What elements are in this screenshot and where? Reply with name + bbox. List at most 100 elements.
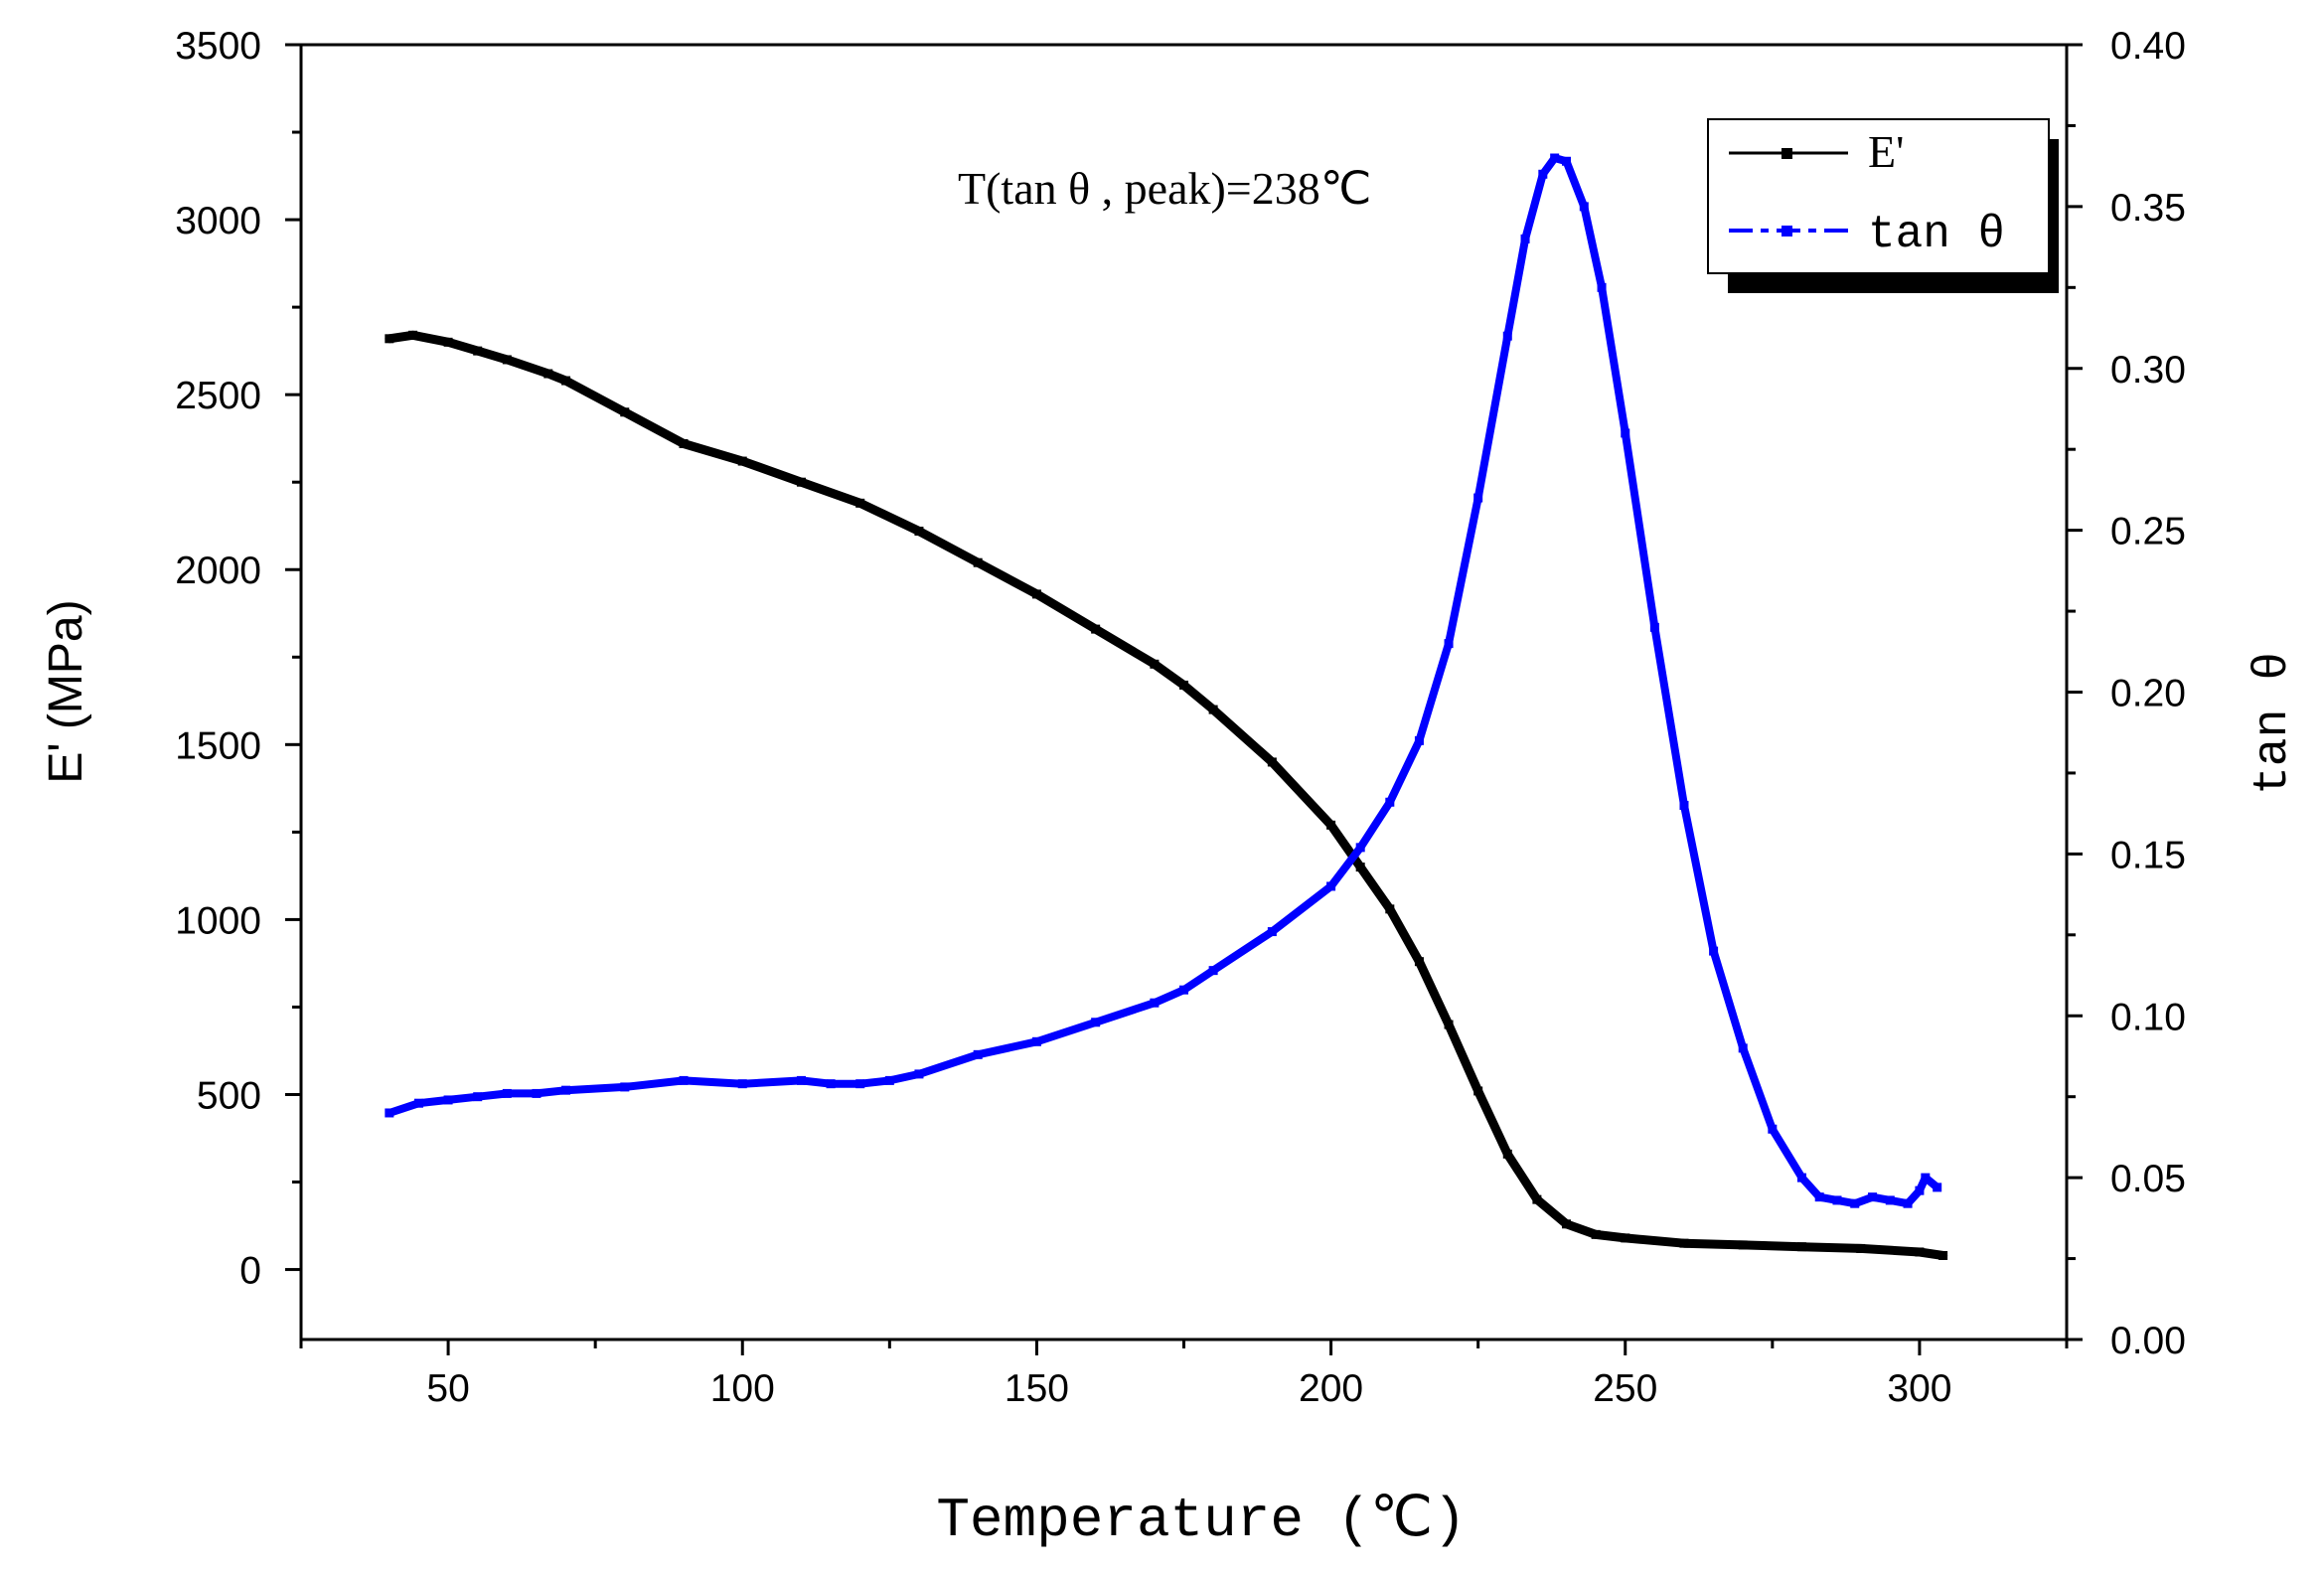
data-point-e-prime [1591, 1229, 1601, 1239]
data-point-tan-theta [1267, 927, 1277, 937]
data-point-tan-theta [679, 1075, 689, 1085]
data-point-tan-theta [473, 1092, 483, 1102]
data-point-tan-theta [884, 1075, 894, 1085]
data-point-tan-theta [1031, 1036, 1041, 1046]
data-point-tan-theta [1868, 1192, 1878, 1202]
data-point-tan-theta [737, 1079, 747, 1089]
data-point-tan-theta [1150, 998, 1160, 1008]
data-point-tan-theta [1621, 428, 1630, 438]
y2-tick-label: 0.35 [2110, 187, 2186, 230]
peak-annotation: T(tan θ , peak)=238℃ [958, 163, 1371, 214]
data-point-tan-theta [1326, 881, 1336, 891]
data-point-tan-theta [855, 1079, 865, 1089]
data-point-e-prime [385, 334, 394, 344]
data-point-tan-theta [1933, 1182, 1942, 1192]
data-point-tan-theta [620, 1082, 630, 1092]
data-point-e-prime [855, 498, 865, 508]
y-tick-label: 1000 [175, 899, 261, 942]
data-point-tan-theta [1709, 946, 1719, 956]
data-point-tan-theta [1444, 639, 1454, 649]
data-point-e-prime [1208, 705, 1218, 714]
y-tick-label: 3000 [175, 200, 261, 242]
data-point-e-prime [679, 438, 689, 448]
x-tick-label: 50 [426, 1367, 469, 1410]
data-point-tan-theta [1414, 735, 1424, 745]
y2-axis-title: tan θ [2247, 652, 2300, 795]
data-point-tan-theta [1520, 234, 1530, 243]
legend-marker-e-prime [1782, 148, 1792, 159]
data-point-tan-theta [1502, 331, 1512, 341]
data-point-e-prime [1414, 957, 1424, 967]
legend-label-e-prime: E' [1868, 126, 1904, 177]
data-point-e-prime [1679, 1238, 1689, 1248]
data-point-e-prime [914, 527, 924, 537]
data-point-tan-theta [1473, 493, 1483, 503]
data-point-tan-theta [1921, 1173, 1931, 1182]
data-point-e-prime [1179, 680, 1188, 690]
data-point-e-prime [1738, 1240, 1748, 1250]
data-point-tan-theta [385, 1108, 394, 1118]
data-point-tan-theta [1768, 1124, 1778, 1134]
data-point-e-prime [1031, 589, 1041, 599]
data-point-e-prime [1532, 1194, 1542, 1204]
data-point-tan-theta [973, 1049, 983, 1059]
x-tick-label: 150 [1005, 1367, 1069, 1410]
x-tick-label: 200 [1299, 1367, 1363, 1410]
x-axis-title: Temperature (℃) [936, 1489, 1466, 1552]
data-point-e-prime [408, 330, 418, 340]
x-tick-label: 300 [1887, 1367, 1951, 1410]
data-point-tan-theta [1550, 153, 1560, 163]
data-point-e-prime [1621, 1233, 1630, 1243]
data-point-tan-theta [914, 1069, 924, 1079]
data-point-e-prime [1385, 904, 1395, 914]
data-point-e-prime [737, 456, 747, 466]
data-point-tan-theta [1738, 1043, 1748, 1053]
data-point-tan-theta [443, 1095, 453, 1105]
y2-tick-label: 0.05 [2110, 1158, 2186, 1200]
y-tick-label: 0 [239, 1250, 261, 1293]
y2-tick-label: 0.15 [2110, 834, 2186, 876]
x-axis: 50 100 150 200 250 300 [299, 1340, 2069, 1410]
y2-tick-label: 0.40 [2110, 25, 2186, 68]
data-point-tan-theta [1355, 843, 1365, 853]
data-point-tan-theta [826, 1079, 836, 1089]
legend: E' tan θ [1707, 118, 2059, 293]
y2-tick-label: 0.20 [2110, 673, 2186, 715]
data-point-tan-theta [1562, 156, 1572, 166]
data-point-tan-theta [1597, 282, 1607, 292]
data-point-e-prime [1150, 659, 1160, 669]
data-point-tan-theta [502, 1088, 512, 1098]
series-layer [385, 153, 1948, 1260]
data-point-e-prime [443, 337, 453, 347]
data-point-e-prime [1444, 1020, 1454, 1029]
y-axis-title: E' (MPa) [40, 599, 92, 783]
data-point-tan-theta [1679, 801, 1689, 811]
data-point-tan-theta [1915, 1185, 1925, 1195]
legend-marker-tan [1782, 226, 1792, 236]
data-point-e-prime [502, 355, 512, 365]
data-point-tan-theta [532, 1088, 542, 1098]
data-point-tan-theta [413, 1098, 423, 1108]
x-tick-label: 250 [1593, 1367, 1657, 1410]
data-point-e-prime [1267, 757, 1277, 767]
data-point-tan-theta [1208, 966, 1218, 976]
data-point-tan-theta [1179, 985, 1188, 995]
data-point-e-prime [796, 477, 806, 487]
data-point-e-prime [1915, 1247, 1925, 1257]
data-point-e-prime [543, 369, 553, 379]
data-point-e-prime [620, 407, 630, 417]
y-axis-left: 0 500 1000 1500 2000 2500 3000 3500 [175, 25, 301, 1293]
data-point-tan-theta [1814, 1192, 1824, 1202]
y2-tick-label: 0.10 [2110, 996, 2186, 1038]
data-point-tan-theta [796, 1075, 806, 1085]
y2-tick-label: 0.30 [2110, 349, 2186, 392]
y2-tick-label: 0.00 [2110, 1320, 2186, 1362]
data-point-tan-theta [1538, 169, 1548, 179]
data-point-tan-theta [1649, 622, 1659, 632]
data-point-tan-theta [1903, 1198, 1913, 1208]
data-point-e-prime [473, 346, 483, 356]
data-point-e-prime [1473, 1086, 1483, 1096]
data-point-tan-theta [561, 1085, 571, 1095]
y-tick-label: 2500 [175, 375, 261, 417]
